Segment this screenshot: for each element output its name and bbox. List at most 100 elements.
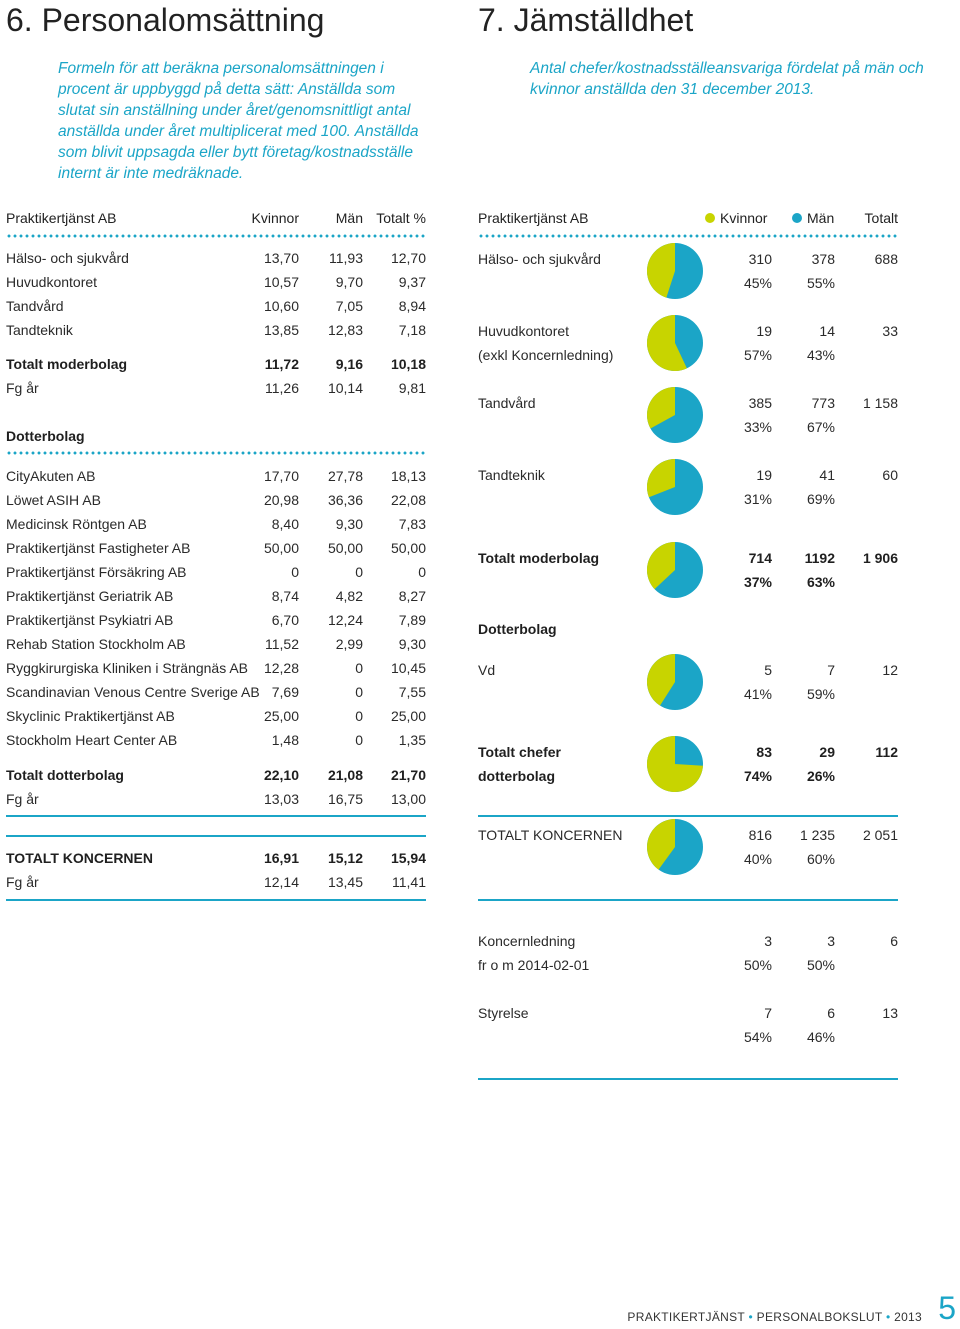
row-value-v1: 8,74: [271, 588, 299, 604]
header-company: Praktikertjänst AB: [6, 210, 117, 226]
row-value-v3: 9,37: [398, 274, 426, 290]
cell-name2: dotterbolag: [478, 768, 555, 784]
cell-m: 1 235: [799, 827, 835, 843]
equality-row: Hälso- och sjukvård 310 378 688: [478, 248, 898, 270]
header-company: Praktikertjänst AB: [478, 210, 589, 226]
row-value-v1: 10,57: [263, 274, 299, 290]
row-value-v3: 25,00: [390, 708, 426, 724]
row-value-v3: 1,35: [398, 732, 426, 748]
row-label: Stockholm Heart Center AB: [6, 732, 178, 748]
equality-row: Vd 5 7 12: [478, 659, 898, 681]
row-value-v3: 7,18: [398, 322, 426, 338]
row-value-v1: 12,14: [263, 874, 299, 890]
dotterbolag-heading-right: Dotterbolag: [478, 621, 557, 637]
cell-wp: 45%: [743, 275, 772, 291]
women-slice: [647, 243, 675, 298]
row-label: Scandinavian Venous Centre Sverige AB: [6, 684, 260, 700]
previous-year-row: Fg år 13,03 16,75 13,00: [6, 788, 426, 810]
gender-pie-chart: [647, 654, 703, 710]
cell-wp: 50%: [743, 957, 772, 973]
cell-t: 2 051: [862, 827, 898, 843]
cell-m: 14: [819, 323, 835, 339]
row-value-v3: 7,55: [398, 684, 426, 700]
row-value-v3: 9,81: [398, 380, 426, 396]
cell-m: 1192: [804, 550, 835, 566]
table-row: Tandvård 10,60 7,05 8,94: [6, 295, 426, 317]
row-label: Praktikertjänst Försäkring AB: [6, 564, 187, 580]
row-label: TOTALT KONCERNEN: [6, 850, 153, 866]
row-label: Fg år: [6, 874, 39, 890]
equality-row-percent: dotterbolag 74% 26%: [478, 765, 898, 787]
gender-pie-chart: [647, 736, 703, 792]
cell-t: 60: [882, 467, 898, 483]
row-label: Ryggkirurgiska Kliniken i Strängnäs AB: [6, 660, 249, 676]
section-6-title: 6. Personalomsättning: [6, 2, 325, 38]
women-slice: [647, 819, 675, 870]
row-value-v3: 10,45: [390, 660, 426, 676]
row-value-v3: 12,70: [390, 250, 426, 266]
cell-name: Koncernledning: [478, 933, 576, 949]
row-value-v2: 16,75: [327, 791, 363, 807]
women-slice: [647, 315, 687, 371]
cell-mp: 46%: [806, 1029, 835, 1045]
table-row: Stockholm Heart Center AB 1,48 0 1,35: [6, 729, 426, 751]
equality-row: TOTALT KONCERNEN 816 1 235 2 051: [478, 824, 898, 846]
row-label: Fg år: [6, 380, 39, 396]
women-slice: [647, 542, 675, 590]
row-value-v3: 18,13: [390, 468, 426, 484]
cell-mp: 69%: [806, 491, 835, 507]
row-value-v2: 9,70: [335, 274, 363, 290]
board-row: Koncernledning 3 3 6: [478, 930, 898, 952]
cell-w: 5: [764, 662, 772, 678]
header-men: Män: [335, 210, 363, 226]
cell-mp: 59%: [806, 686, 835, 702]
row-value-v3: 50,00: [390, 540, 426, 556]
section-6-intro: Formeln för att beräkna personalomsättni…: [58, 60, 419, 182]
cell-t: 33: [882, 323, 898, 339]
cell-wp: 33%: [743, 419, 772, 435]
row-value-v2: 13,45: [327, 874, 363, 890]
row-value-v3: 11,41: [392, 874, 426, 890]
cell-wp: 57%: [743, 347, 772, 363]
dotterbolag-heading: Dotterbolag: [6, 428, 85, 444]
row-value-v2: 27,78: [327, 468, 363, 484]
cell-name2: (exkl Koncernledning): [478, 347, 614, 363]
board-row-percent: fr o m 2014-02-01 50% 50%: [478, 954, 898, 976]
equality-row-percent: 37% 63%: [478, 571, 898, 593]
cell-wp: 31%: [743, 491, 772, 507]
row-label: Praktikertjänst Psykiatri AB: [6, 612, 174, 628]
row-value-v2: 0: [355, 732, 363, 748]
women-dot-icon: [705, 213, 715, 223]
women-slice: [647, 459, 675, 498]
cell-name: Styrelse: [478, 1005, 529, 1021]
table-row: Rehab Station Stockholm AB 11,52 2,99 9,30: [6, 633, 426, 655]
men-dot-icon: [792, 213, 802, 223]
divider-line: [478, 815, 898, 817]
cell-w: 83: [756, 744, 772, 760]
table-row: Praktikertjänst Försäkring AB 0 0 0: [6, 561, 426, 583]
row-label: Huvudkontoret: [6, 274, 98, 290]
row-value-v2: 7,05: [335, 298, 363, 314]
cell-t: 1 906: [862, 550, 898, 566]
row-label: Hälso- och sjukvård: [6, 250, 129, 266]
row-value-v3: 21,70: [390, 767, 426, 783]
row-label: Skyclinic Praktikertjänst AB: [6, 708, 175, 724]
table-row: Tandteknik 13,85 12,83 7,18: [6, 319, 426, 341]
row-label: Totalt moderbolag: [6, 356, 128, 372]
cell-m: 773: [811, 395, 835, 411]
divider-line: [6, 899, 426, 901]
divider-line: [6, 815, 426, 817]
row-value-v1: 13,85: [263, 322, 299, 338]
page-number: 5: [938, 1290, 956, 1326]
table-row: Skyclinic Praktikertjänst AB 25,00 0 25,00: [6, 705, 426, 727]
gender-pie-chart: [647, 459, 703, 515]
cell-w: 3: [764, 933, 772, 949]
women-slice: [647, 654, 675, 706]
cell-wp: 41%: [743, 686, 772, 702]
footer-separator: •: [748, 1310, 753, 1324]
section-7-intro: Antal chefer/kostnadsställeansvariga för…: [530, 60, 924, 98]
women-slice: [647, 387, 675, 429]
cell-wp: 54%: [743, 1029, 772, 1045]
row-value-v1: 22,10: [263, 767, 299, 783]
row-label: Löwet ASIH AB: [6, 492, 101, 508]
